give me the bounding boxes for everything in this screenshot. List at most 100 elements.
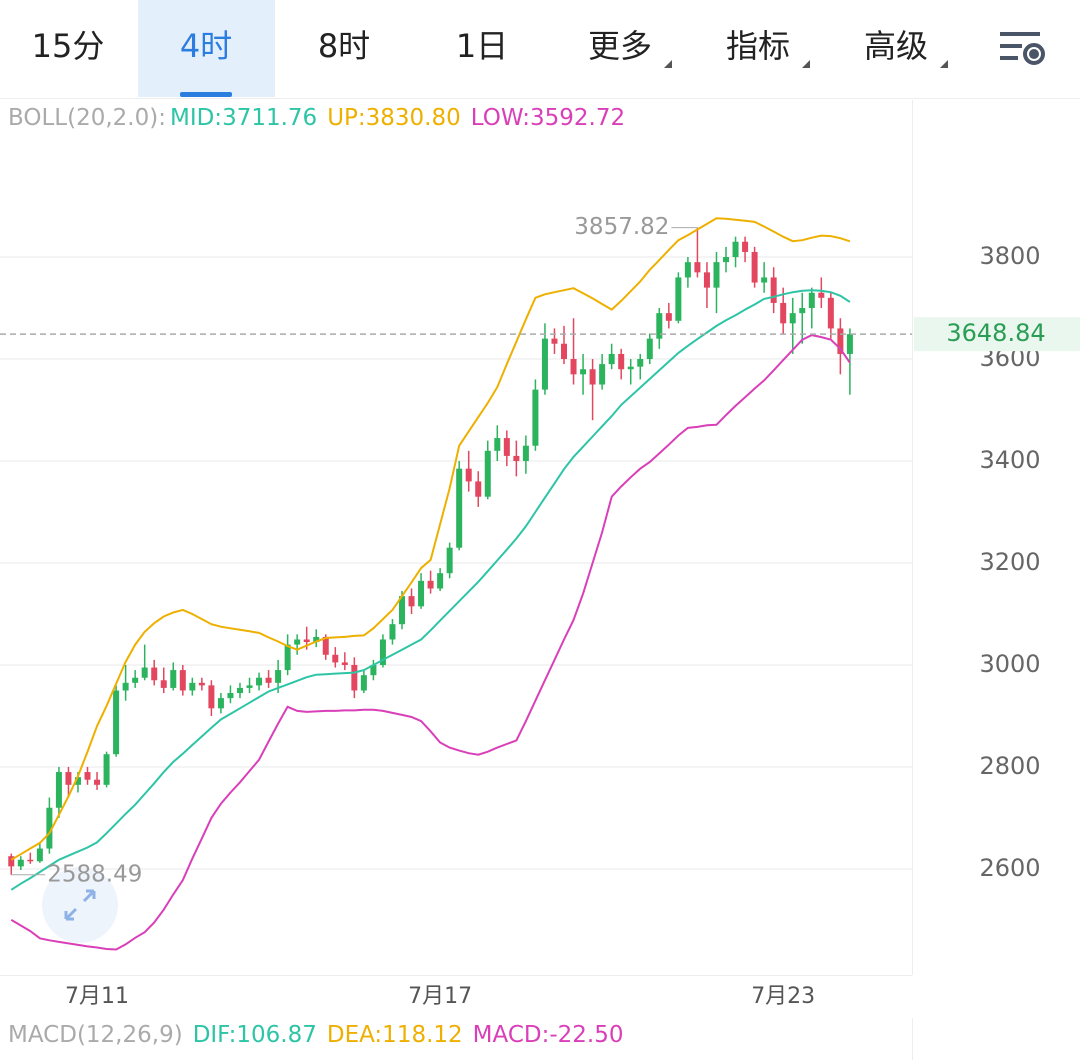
candle-body <box>351 664 358 691</box>
candle-body <box>408 596 415 607</box>
macd-item: DEA:118.12 <box>327 1022 463 1048</box>
candle-body <box>551 338 558 344</box>
tab[interactable]: 更多 <box>588 27 652 65</box>
candle-body <box>236 687 243 694</box>
candle-body <box>618 353 625 370</box>
y-tick-label: 3000 <box>979 650 1040 678</box>
dropdown-caret <box>664 60 672 68</box>
candle-body <box>780 302 787 324</box>
candle-body <box>646 338 653 360</box>
dropdown-caret <box>802 60 810 68</box>
tab[interactable]: 4时 <box>180 27 232 65</box>
candle-body <box>694 262 701 273</box>
macd-header: MACD(12,26,9) DIF:106.87 DEA:118.12 MACD:-2… <box>8 1022 624 1048</box>
candle-body <box>360 675 367 691</box>
candle-body <box>723 257 730 263</box>
candle-body <box>113 690 120 755</box>
candle-body <box>122 682 129 691</box>
macd-title: MACD(12,26,9) <box>8 1022 183 1048</box>
max-label: 3857.82 <box>574 214 669 240</box>
candle-body <box>732 241 739 258</box>
candle-body <box>151 667 158 681</box>
candle-body <box>303 639 310 643</box>
last-price-bg <box>914 317 1080 352</box>
y-tick-label: 2800 <box>979 752 1040 780</box>
candle-body <box>818 292 825 298</box>
candle-body <box>322 636 329 655</box>
candle-body <box>246 685 253 688</box>
candle-body <box>313 636 320 643</box>
candle-body <box>570 359 577 375</box>
candle-body <box>103 754 110 785</box>
candle-body <box>27 859 34 862</box>
candle-body <box>751 251 758 283</box>
settings-icon[interactable] <box>1000 32 1045 65</box>
candle-body <box>665 313 672 321</box>
candle-body <box>561 343 568 360</box>
candle-body <box>332 654 339 663</box>
candle-body <box>770 277 777 303</box>
tab[interactable]: 15分 <box>32 27 105 65</box>
min-label: 2588.49 <box>47 861 142 887</box>
candle-body <box>541 338 548 390</box>
candle-body <box>522 445 529 462</box>
band-value: 3711.76 <box>222 105 317 131</box>
candle-body <box>275 670 282 683</box>
x-tick-label: 7月17 <box>408 984 472 1009</box>
tab[interactable]: 1日 <box>456 27 508 65</box>
candle-body <box>684 262 691 278</box>
candle-body <box>227 693 234 699</box>
candle-body <box>484 450 491 497</box>
tab[interactable]: 8时 <box>318 27 370 65</box>
candle-body <box>398 596 405 625</box>
candle-body <box>284 644 291 671</box>
boll-line <box>10 217 851 861</box>
y-tick-label: 2600 <box>979 854 1040 882</box>
candle-body <box>513 455 520 462</box>
candle-body <box>599 364 606 385</box>
candle-body <box>608 353 615 365</box>
candle-body <box>742 241 749 252</box>
dropdown-caret <box>940 60 948 68</box>
candle-body <box>837 328 844 354</box>
candle-body <box>808 292 815 309</box>
candle-body <box>503 438 510 456</box>
candle-body <box>418 580 425 607</box>
tab[interactable]: 高级 <box>864 27 928 65</box>
candle-body <box>141 667 148 678</box>
candle-body <box>17 859 24 867</box>
candle-body <box>46 807 53 849</box>
candle-body <box>494 438 501 451</box>
candle-body <box>703 272 710 288</box>
band-value: 3830.80 <box>366 105 461 131</box>
zoom-button[interactable] <box>42 867 118 943</box>
y-tick-label: 3800 <box>979 242 1040 270</box>
candle-body <box>761 277 768 283</box>
candle-body <box>789 313 796 324</box>
candle-body <box>627 366 634 370</box>
candle-body <box>198 682 205 686</box>
x-tick-label: 7月23 <box>751 984 815 1009</box>
candle-body <box>8 856 15 867</box>
candle-body <box>208 685 215 709</box>
candle-body <box>265 677 272 683</box>
candle-body <box>74 777 81 785</box>
candle-body <box>36 848 43 862</box>
candle-body <box>379 639 386 665</box>
candle-body <box>532 389 539 446</box>
boll-line <box>10 334 851 951</box>
band-name: MID: <box>170 105 222 131</box>
y-tick-label: 3200 <box>979 548 1040 576</box>
candle-body <box>389 624 396 640</box>
tab[interactable]: 指标 <box>726 27 790 65</box>
candle-body <box>475 481 482 497</box>
band-name: LOW: <box>471 105 530 131</box>
tab-active-bg <box>138 0 275 97</box>
candle-body <box>94 779 101 785</box>
candle-body <box>370 664 377 676</box>
candle-body <box>65 772 72 785</box>
x-tick-label: 7月11 <box>65 984 129 1009</box>
candle-body <box>341 662 348 665</box>
